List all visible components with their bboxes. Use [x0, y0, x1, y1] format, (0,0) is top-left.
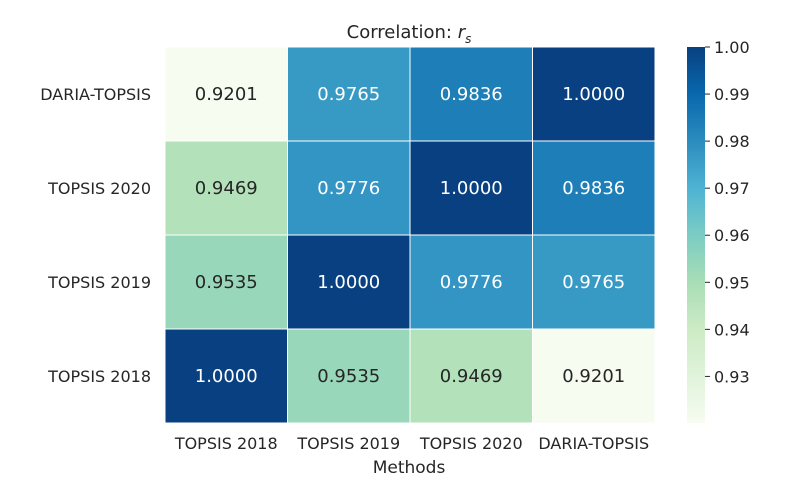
heatmap-cell-label: 1.0000	[195, 366, 258, 387]
heatmap-cell	[409, 328, 533, 424]
heatmap-cell	[409, 234, 533, 330]
heatmap-cell-label: 0.9765	[562, 272, 625, 293]
heatmap-cell	[532, 234, 656, 330]
chart-title-subscript: s	[465, 32, 471, 46]
heatmap-cell	[532, 328, 656, 424]
heatmap-cell-label: 0.9469	[195, 178, 258, 199]
y-tick-label: DARIA-TOPSIS	[40, 85, 151, 104]
heatmap-cell-label: 0.9201	[195, 84, 258, 105]
heatmap-cell-label: 0.9535	[195, 272, 258, 293]
heatmap-cell-label: 0.9836	[562, 178, 625, 199]
heatmap-cell	[164, 328, 288, 424]
heatmap-cell	[532, 140, 656, 236]
y-tick-label: TOPSIS 2019	[47, 273, 151, 292]
heatmap-cell-label: 0.9776	[317, 178, 380, 199]
heatmap-cell	[164, 234, 288, 330]
y-tick-label: TOPSIS 2020	[47, 179, 151, 198]
colorbar-tick-label: 0.96	[714, 226, 750, 245]
heatmap-cell	[287, 46, 411, 142]
heatmap-cell-label: 1.0000	[317, 272, 380, 293]
x-tick-label: DARIA-TOPSIS	[538, 434, 649, 453]
heatmap-cell-label: 0.9836	[440, 84, 503, 105]
heatmap-cell-labels: 0.9201 0.9765 0.9836 1.0000 0.9469 0.9776 1.00…	[195, 84, 625, 387]
heatmap-cell-label: 1.0000	[562, 84, 625, 105]
colorbar-tick-label: 0.94	[714, 320, 750, 339]
colorbar	[687, 47, 705, 423]
x-axis-tick-labels: TOPSIS 2018 TOPSIS 2019 TOPSIS 2020 DARIA-T…	[174, 434, 649, 453]
colorbar-tick-label: 1.00	[714, 38, 750, 57]
chart-title-symbol: r	[458, 22, 467, 43]
chart-title-text: Correlation:	[347, 22, 458, 43]
heatmap-cell-label: 1.0000	[440, 178, 503, 199]
heatmap-cell-label: 0.9201	[562, 366, 625, 387]
chart-title: Correlation: rs	[347, 22, 472, 46]
heatmap-cell-label: 0.9469	[440, 366, 503, 387]
colorbar-ticks: 0.93 0.94 0.95 0.96 0.97 0.98 0.99 1.00	[705, 38, 750, 386]
colorbar-tick-label: 0.99	[714, 85, 750, 104]
y-axis-tick-labels: DARIA-TOPSIS TOPSIS 2020 TOPSIS 2019 TOPSIS…	[40, 85, 151, 386]
heatmap-cell-label: 0.9776	[440, 272, 503, 293]
colorbar-tick-label: 0.98	[714, 132, 750, 151]
heatmap-cell	[287, 234, 411, 330]
y-tick-label: TOPSIS 2018	[47, 367, 151, 386]
colorbar-tick-label: 0.95	[714, 273, 750, 292]
x-tick-label: TOPSIS 2020	[419, 434, 523, 453]
heatmap-cell-label: 0.9765	[317, 84, 380, 105]
x-axis-label: Methods	[373, 458, 446, 478]
heatmap-cell-label: 0.9535	[317, 366, 380, 387]
colorbar-tick-label: 0.97	[714, 179, 750, 198]
heatmap-cells	[164, 46, 656, 424]
x-tick-label: TOPSIS 2019	[296, 434, 400, 453]
x-tick-label: TOPSIS 2018	[174, 434, 278, 453]
heatmap-cell	[164, 46, 288, 142]
colorbar-tick-label: 0.93	[714, 367, 750, 386]
